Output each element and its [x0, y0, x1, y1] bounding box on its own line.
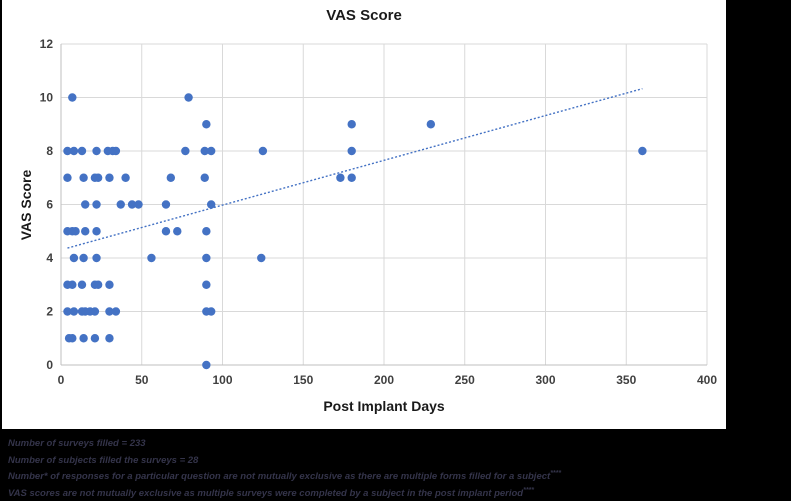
data-point: [69, 253, 79, 263]
data-point: [257, 253, 266, 263]
data-point: [134, 200, 143, 209]
data-point: [92, 146, 101, 156]
scatter-plot: 0 50 100 150 200 250 300 350 400 0 2 4 6 8 10 12: [40, 37, 718, 387]
x-tick-label: 0: [58, 373, 65, 387]
data-point: [79, 253, 88, 263]
x-tick-label: 250: [455, 373, 475, 387]
data-point: [202, 280, 211, 289]
footnotes: Number of surveys filled = 233 Number of…: [8, 434, 778, 501]
data-point: [105, 334, 114, 343]
x-axis-title: Post Implant Days: [323, 398, 445, 414]
data-point: [202, 360, 211, 370]
x-tick-label: 50: [135, 373, 149, 387]
data-point: [69, 307, 79, 316]
data-point: [81, 200, 90, 209]
footnote-vas-note: VAS scores are not mutually exclusive as…: [8, 486, 535, 500]
data-point: [116, 200, 125, 209]
data-point: [105, 173, 114, 182]
data-point: [347, 120, 356, 129]
data-point: [93, 173, 103, 182]
data-point: [347, 173, 356, 182]
data-point: [202, 120, 211, 129]
y-tick-label: 0: [46, 358, 53, 372]
data-point: [77, 280, 87, 289]
data-point: [68, 93, 77, 102]
data-point: [90, 334, 100, 343]
data-point: [68, 280, 77, 289]
data-point: [79, 173, 88, 182]
y-tick-label: 2: [46, 305, 53, 319]
data-point: [336, 173, 345, 182]
data-point: [111, 146, 121, 156]
data-point: [200, 173, 209, 182]
x-tick-label: 400: [697, 373, 717, 387]
data-point: [161, 227, 171, 236]
chart-title: VAS Score: [326, 7, 402, 24]
data-point: [206, 307, 216, 316]
data-point: [173, 227, 182, 236]
data-point: [258, 146, 268, 156]
footnote-subjects-filled: Number of subjects filled the surveys = …: [8, 454, 199, 466]
data-point: [105, 307, 114, 316]
y-tick-label: 8: [46, 144, 53, 158]
footnote-surveys-filled: Number of surveys filled = 233: [8, 438, 146, 450]
data-point: [92, 253, 101, 263]
data-point: [92, 227, 101, 236]
data-point: [202, 253, 211, 263]
data-point: [347, 146, 356, 156]
data-point: [69, 146, 79, 156]
data-point: [111, 307, 121, 316]
data-point: [63, 146, 72, 156]
trend-line: [67, 87, 643, 249]
y-tick-label: 12: [40, 37, 54, 51]
y-tick-label: 6: [46, 198, 53, 212]
x-tick-label: 200: [374, 373, 394, 387]
data-point: [200, 146, 209, 156]
data-point: [121, 173, 130, 182]
data-point: [105, 280, 114, 289]
data-point: [638, 146, 647, 156]
data-point: [161, 200, 171, 209]
data-point: [93, 280, 103, 289]
data-point: [81, 227, 90, 236]
data-point: [127, 200, 137, 209]
data-point: [79, 334, 88, 343]
data-point: [63, 307, 72, 316]
data-point: [184, 93, 193, 102]
data-point: [68, 334, 77, 343]
data-point: [90, 307, 100, 316]
x-tick-label: 300: [535, 373, 555, 387]
data-point: [77, 146, 87, 156]
data-point: [71, 227, 80, 236]
data-point: [63, 173, 72, 182]
data-point: [206, 146, 216, 156]
data-point: [166, 173, 176, 182]
data-point: [426, 120, 436, 129]
chart-panel: VAS Score VAS Score 0 50 100 150 200 250 300 35…: [2, 0, 726, 429]
data-point: [202, 227, 211, 236]
footnote-responses-note: Number* of responses for a particular qu…: [8, 470, 562, 483]
x-tick-label: 150: [293, 373, 313, 387]
x-tick-label: 100: [212, 373, 232, 387]
data-point: [206, 200, 216, 209]
x-tick-label: 350: [616, 373, 636, 387]
data-point: [181, 146, 190, 156]
data-point: [92, 200, 101, 209]
data-point: [147, 253, 156, 263]
y-tick-label: 4: [46, 251, 53, 265]
y-tick-label: 10: [40, 91, 54, 105]
